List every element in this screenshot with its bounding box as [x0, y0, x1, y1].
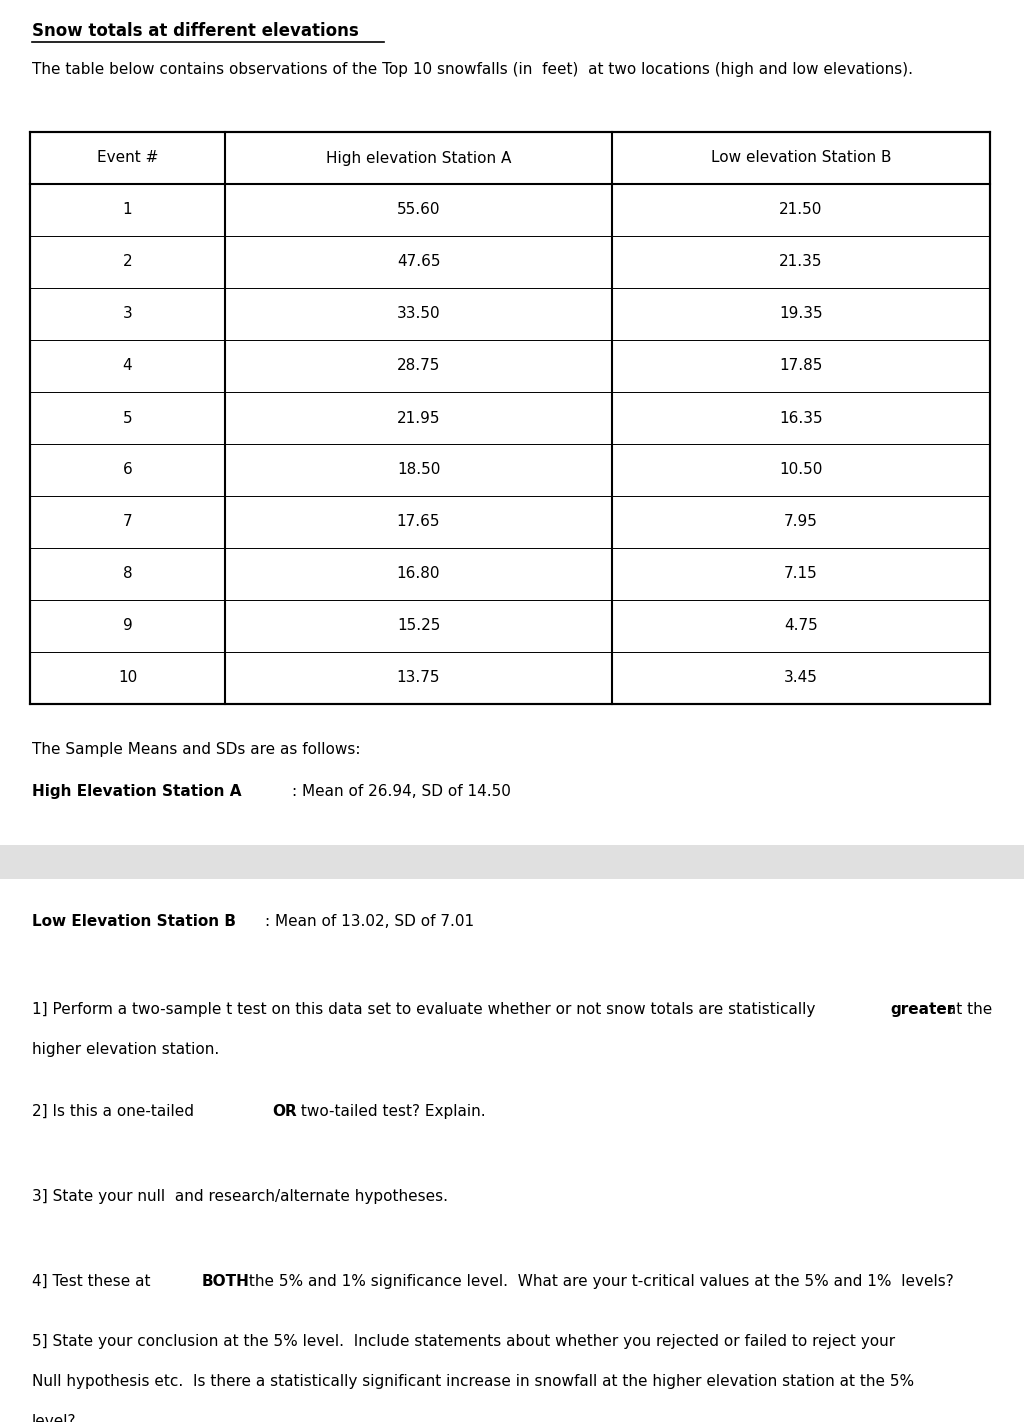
Text: 3] State your null  and research/alternate hypotheses.: 3] State your null and research/alternat… [32, 1189, 449, 1204]
Text: 3: 3 [123, 307, 132, 321]
Text: 4: 4 [123, 358, 132, 374]
Text: The table below contains observations of the Top 10 snowfalls (in  feet)  at two: The table below contains observations of… [32, 63, 913, 77]
Text: Low Elevation Station B: Low Elevation Station B [32, 914, 236, 929]
Text: 18.50: 18.50 [397, 462, 440, 478]
Text: 19.35: 19.35 [779, 307, 823, 321]
Text: 7.15: 7.15 [784, 566, 818, 582]
Text: 33.50: 33.50 [396, 307, 440, 321]
Text: BOTH: BOTH [202, 1274, 250, 1288]
Text: 13.75: 13.75 [396, 671, 440, 685]
Text: Snow totals at different elevations: Snow totals at different elevations [32, 21, 358, 40]
Text: two-tailed test? Explain.: two-tailed test? Explain. [296, 1103, 485, 1119]
Text: 10: 10 [118, 671, 137, 685]
Text: 2: 2 [123, 255, 132, 270]
Text: 1: 1 [123, 202, 132, 218]
Text: 28.75: 28.75 [397, 358, 440, 374]
Bar [0, 845, 1024, 879]
Text: greater: greater [890, 1003, 954, 1017]
Text: 1] Perform a two-sample t test on this data set to evaluate whether or not snow : 1] Perform a two-sample t test on this d… [32, 1003, 820, 1017]
Text: High elevation Station A: High elevation Station A [326, 151, 511, 165]
Text: 4] Test these at: 4] Test these at [32, 1274, 156, 1288]
Text: 4.75: 4.75 [784, 619, 818, 633]
Text: 21.95: 21.95 [396, 411, 440, 425]
Text: the 5% and 1% significance level.  What are your t-critical values at the 5% and: the 5% and 1% significance level. What a… [244, 1274, 953, 1288]
Text: The Sample Means and SDs are as follows:: The Sample Means and SDs are as follows: [32, 742, 360, 757]
Text: higher elevation station.: higher elevation station. [32, 1042, 219, 1057]
Text: 6: 6 [123, 462, 132, 478]
Text: 21.35: 21.35 [779, 255, 822, 270]
Text: 15.25: 15.25 [397, 619, 440, 633]
Text: 7: 7 [123, 515, 132, 529]
Text: Null hypothesis etc.  Is there a statistically significant increase in snowfall : Null hypothesis etc. Is there a statisti… [32, 1374, 914, 1389]
Text: 9: 9 [123, 619, 132, 633]
Text: 2] Is this a one-tailed: 2] Is this a one-tailed [32, 1103, 199, 1119]
Text: 55.60: 55.60 [396, 202, 440, 218]
Text: 7.95: 7.95 [784, 515, 818, 529]
Text: 5] State your conclusion at the 5% level.  Include statements about whether you : 5] State your conclusion at the 5% level… [32, 1334, 895, 1349]
Text: 16.35: 16.35 [779, 411, 823, 425]
Text: at the: at the [942, 1003, 992, 1017]
Text: OR: OR [272, 1103, 297, 1119]
Text: 47.65: 47.65 [396, 255, 440, 270]
Text: 10.50: 10.50 [779, 462, 822, 478]
Text: 17.85: 17.85 [779, 358, 822, 374]
Text: : Mean of 13.02, SD of 7.01: : Mean of 13.02, SD of 7.01 [265, 914, 474, 929]
Text: 16.80: 16.80 [396, 566, 440, 582]
Text: 17.65: 17.65 [396, 515, 440, 529]
Text: 8: 8 [123, 566, 132, 582]
Text: 21.50: 21.50 [779, 202, 822, 218]
Text: High Elevation Station A: High Elevation Station A [32, 784, 242, 799]
Text: 3.45: 3.45 [784, 671, 818, 685]
Text: level?: level? [32, 1413, 77, 1422]
Text: Low elevation Station B: Low elevation Station B [711, 151, 891, 165]
Text: : Mean of 26.94, SD of 14.50: : Mean of 26.94, SD of 14.50 [292, 784, 511, 799]
Text: 5: 5 [123, 411, 132, 425]
Bar [30, 132, 990, 704]
Text: Event #: Event # [97, 151, 158, 165]
